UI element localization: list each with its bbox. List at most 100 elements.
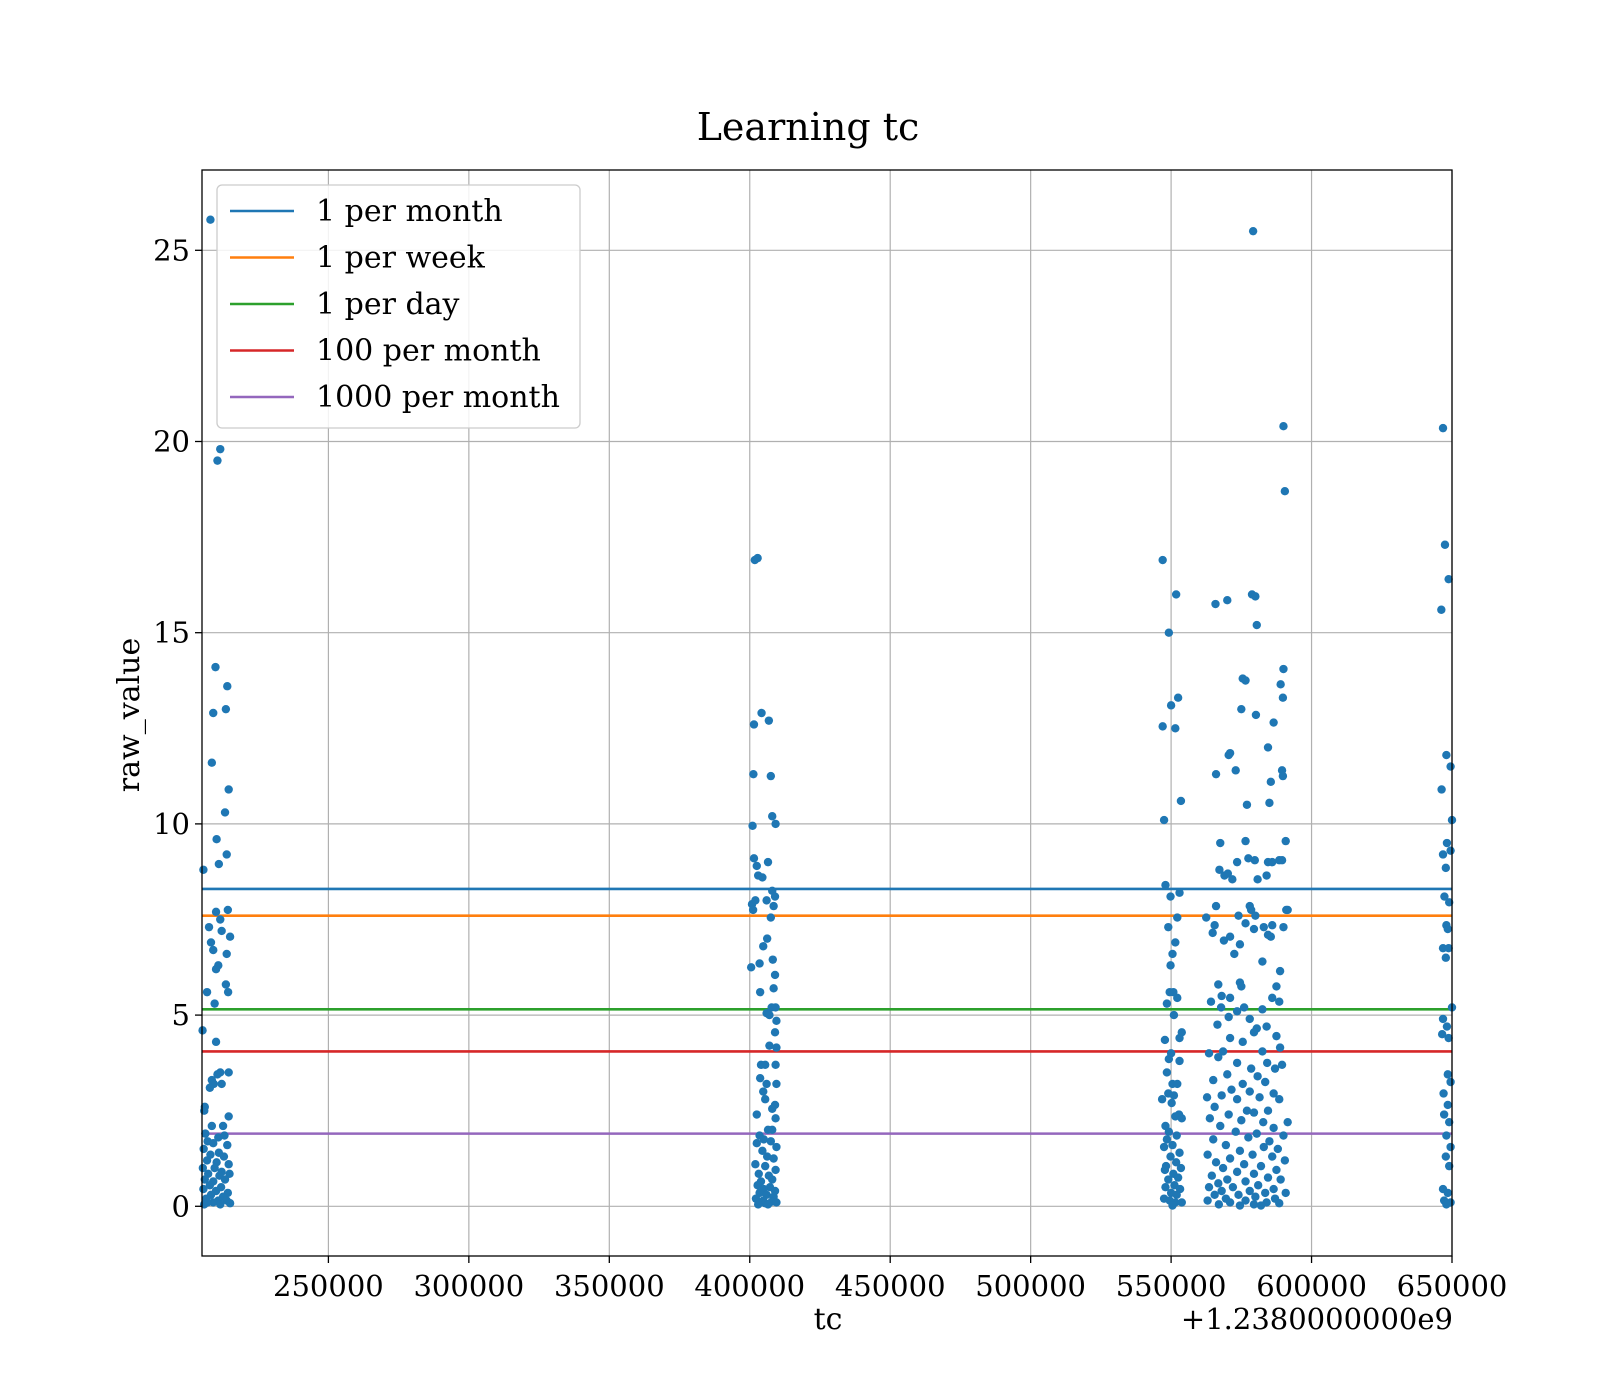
data-point	[1176, 796, 1186, 806]
data-point	[213, 456, 222, 465]
data-point	[1277, 1060, 1287, 1070]
data-point	[1269, 718, 1278, 727]
data-point	[1438, 1014, 1448, 1024]
data-point	[1241, 676, 1250, 685]
legend-label: 100 per month	[316, 334, 541, 369]
y-axis-ticks: 0 5 10 15 20 25	[153, 233, 202, 1223]
data-point	[753, 1200, 763, 1209]
data-point	[1278, 693, 1288, 702]
data-point	[1259, 1142, 1268, 1152]
data-point	[225, 1169, 234, 1178]
data-point	[1249, 1028, 1259, 1037]
x-tick-label: 350000	[554, 1269, 665, 1303]
x-tick-label: 400000	[694, 1269, 805, 1303]
data-point	[1275, 1095, 1284, 1104]
data-point	[1272, 1165, 1281, 1175]
data-point	[1203, 1196, 1212, 1205]
data-point	[752, 1138, 761, 1148]
data-point	[219, 1152, 229, 1161]
data-point	[1157, 1095, 1167, 1104]
data-point	[1228, 875, 1237, 884]
data-point	[1210, 1190, 1219, 1200]
data-points	[198, 215, 1457, 1210]
data-point	[1217, 1091, 1226, 1100]
data-point	[211, 907, 221, 917]
data-point	[199, 1144, 208, 1154]
data-point	[1239, 1003, 1249, 1012]
data-point	[1239, 1160, 1249, 1169]
data-point	[222, 850, 231, 859]
data-point	[1241, 919, 1250, 928]
data-point	[1216, 1003, 1226, 1012]
data-point	[224, 1112, 233, 1121]
data-point	[766, 1137, 776, 1146]
data-point	[1446, 846, 1455, 855]
data-point	[1159, 815, 1169, 825]
data-point	[1444, 898, 1454, 907]
data-point	[223, 905, 233, 915]
data-point	[754, 1169, 763, 1178]
data-point	[1208, 928, 1217, 938]
data-point	[1211, 599, 1220, 609]
y-tick-label: 25	[153, 233, 190, 267]
data-point	[749, 720, 759, 729]
data-point	[753, 553, 762, 563]
plot-frame	[201, 169, 1453, 1257]
data-point	[1439, 1110, 1449, 1119]
data-point	[1442, 1200, 1451, 1209]
data-point	[210, 1163, 219, 1173]
data-point	[768, 955, 777, 964]
data-point	[205, 1083, 215, 1092]
data-point	[1202, 913, 1211, 922]
data-point	[1158, 555, 1167, 565]
data-point	[1437, 785, 1446, 794]
data-point	[1262, 871, 1271, 880]
threshold-lines	[202, 887, 1452, 1135]
data-point	[1159, 1142, 1169, 1152]
data-point	[200, 1106, 209, 1115]
data-point	[1283, 1117, 1292, 1127]
data-point	[1279, 1131, 1288, 1140]
data-point	[753, 1181, 762, 1190]
data-point	[1437, 605, 1446, 614]
data-point	[1265, 798, 1274, 808]
data-point	[221, 980, 231, 989]
data-point	[1227, 1085, 1236, 1094]
data-point	[758, 1146, 767, 1156]
data-point	[1158, 722, 1167, 731]
data-point	[1171, 590, 1181, 599]
data-point	[217, 1079, 226, 1089]
data-point	[209, 1138, 218, 1148]
data-point	[1231, 766, 1240, 775]
data-point	[1235, 1201, 1245, 1210]
data-point	[1218, 1163, 1228, 1173]
data-point	[1168, 1140, 1177, 1150]
data-point	[1439, 1089, 1448, 1098]
data-point	[755, 987, 765, 997]
data-point	[224, 1068, 233, 1077]
data-point	[769, 1154, 778, 1163]
data-point	[1166, 961, 1175, 970]
data-point	[210, 999, 219, 1008]
data-point	[1273, 1144, 1283, 1154]
data-point	[1249, 924, 1259, 934]
data-point	[1224, 1012, 1233, 1022]
data-point	[1223, 869, 1233, 878]
data-point	[1171, 1158, 1181, 1167]
data-point	[1272, 982, 1281, 991]
data-point	[216, 444, 225, 454]
data-point	[1261, 1077, 1270, 1087]
data-point	[770, 892, 780, 901]
data-point	[761, 1060, 770, 1070]
data-point	[762, 1152, 772, 1161]
data-point	[1437, 1030, 1447, 1039]
data-point	[1209, 1135, 1218, 1144]
data-point	[1206, 997, 1216, 1006]
data-point	[1263, 1173, 1273, 1182]
data-point	[772, 1079, 781, 1089]
data-point	[1223, 595, 1232, 605]
data-point	[1168, 949, 1177, 959]
data-point	[1169, 1091, 1179, 1100]
data-point	[768, 812, 777, 821]
data-point	[1175, 1148, 1184, 1157]
